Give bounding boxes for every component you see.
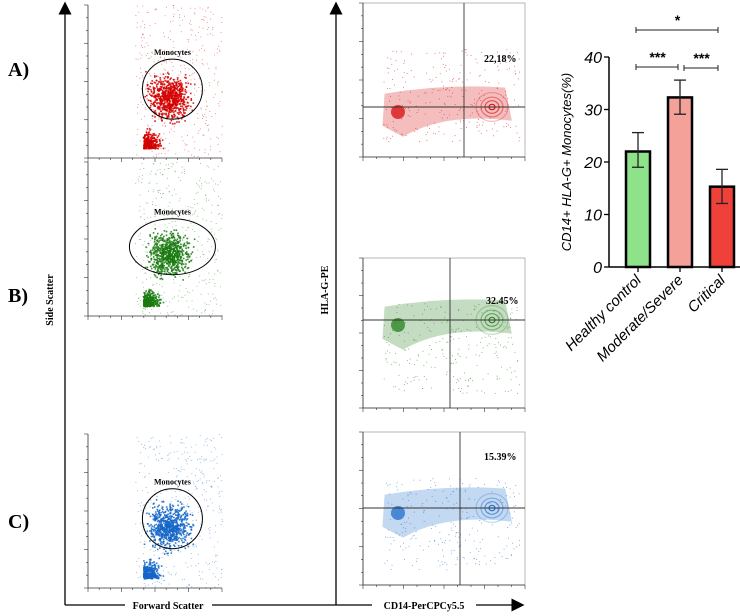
- significance-label: *: [674, 12, 680, 28]
- y-tick-label: 30: [584, 103, 602, 120]
- quadrant-percent: 22,18%: [484, 54, 517, 65]
- row-label-a: A): [8, 59, 29, 81]
- scatter-panel-b: Monocytes: [84, 161, 223, 320]
- gate-label: Monocytes: [154, 48, 191, 57]
- contour-panel-c: 15.39%: [359, 431, 526, 589]
- monocyte-gate: [141, 58, 203, 120]
- y-tick-label: 20: [583, 155, 602, 172]
- side-scatter-label: Side Scatter: [45, 274, 56, 326]
- hla-g-label: HLA-G-PE: [320, 265, 331, 314]
- y-tick-label: 10: [584, 208, 602, 225]
- row-label-c: C): [8, 511, 29, 533]
- monocyte-gate: [141, 488, 203, 550]
- y-axis-label: CD14+ HLA-G+ Monocytes(%): [559, 73, 574, 251]
- y-tick-label: 40: [584, 50, 602, 67]
- contour-panel-b: 32.45%: [359, 257, 526, 412]
- cd14-label: CD14-PerCPCy5.5: [384, 601, 465, 612]
- quadrant-percent: 32.45%: [486, 296, 519, 307]
- scatter-panel-a: Monocytes: [84, 4, 223, 162]
- quadrant-percent: 15.39%: [484, 452, 517, 463]
- gate-label: Monocytes: [154, 478, 191, 487]
- significance-label: ***: [649, 49, 666, 65]
- monocyte-gate: [128, 218, 216, 276]
- significance-label: ***: [693, 50, 710, 66]
- scatter-panel-c: Monocytes: [84, 433, 223, 592]
- contour-panel-a: 22,18%: [359, 2, 526, 161]
- row-label-b: B): [8, 285, 28, 307]
- forward-scatter-label: Forward Scatter: [133, 601, 204, 612]
- x-tick-label: Critical: [684, 271, 729, 316]
- gate-label: Monocytes: [154, 208, 191, 217]
- bar-0: [624, 150, 652, 269]
- bar-1: [666, 96, 694, 269]
- y-tick-label: 0: [593, 260, 602, 277]
